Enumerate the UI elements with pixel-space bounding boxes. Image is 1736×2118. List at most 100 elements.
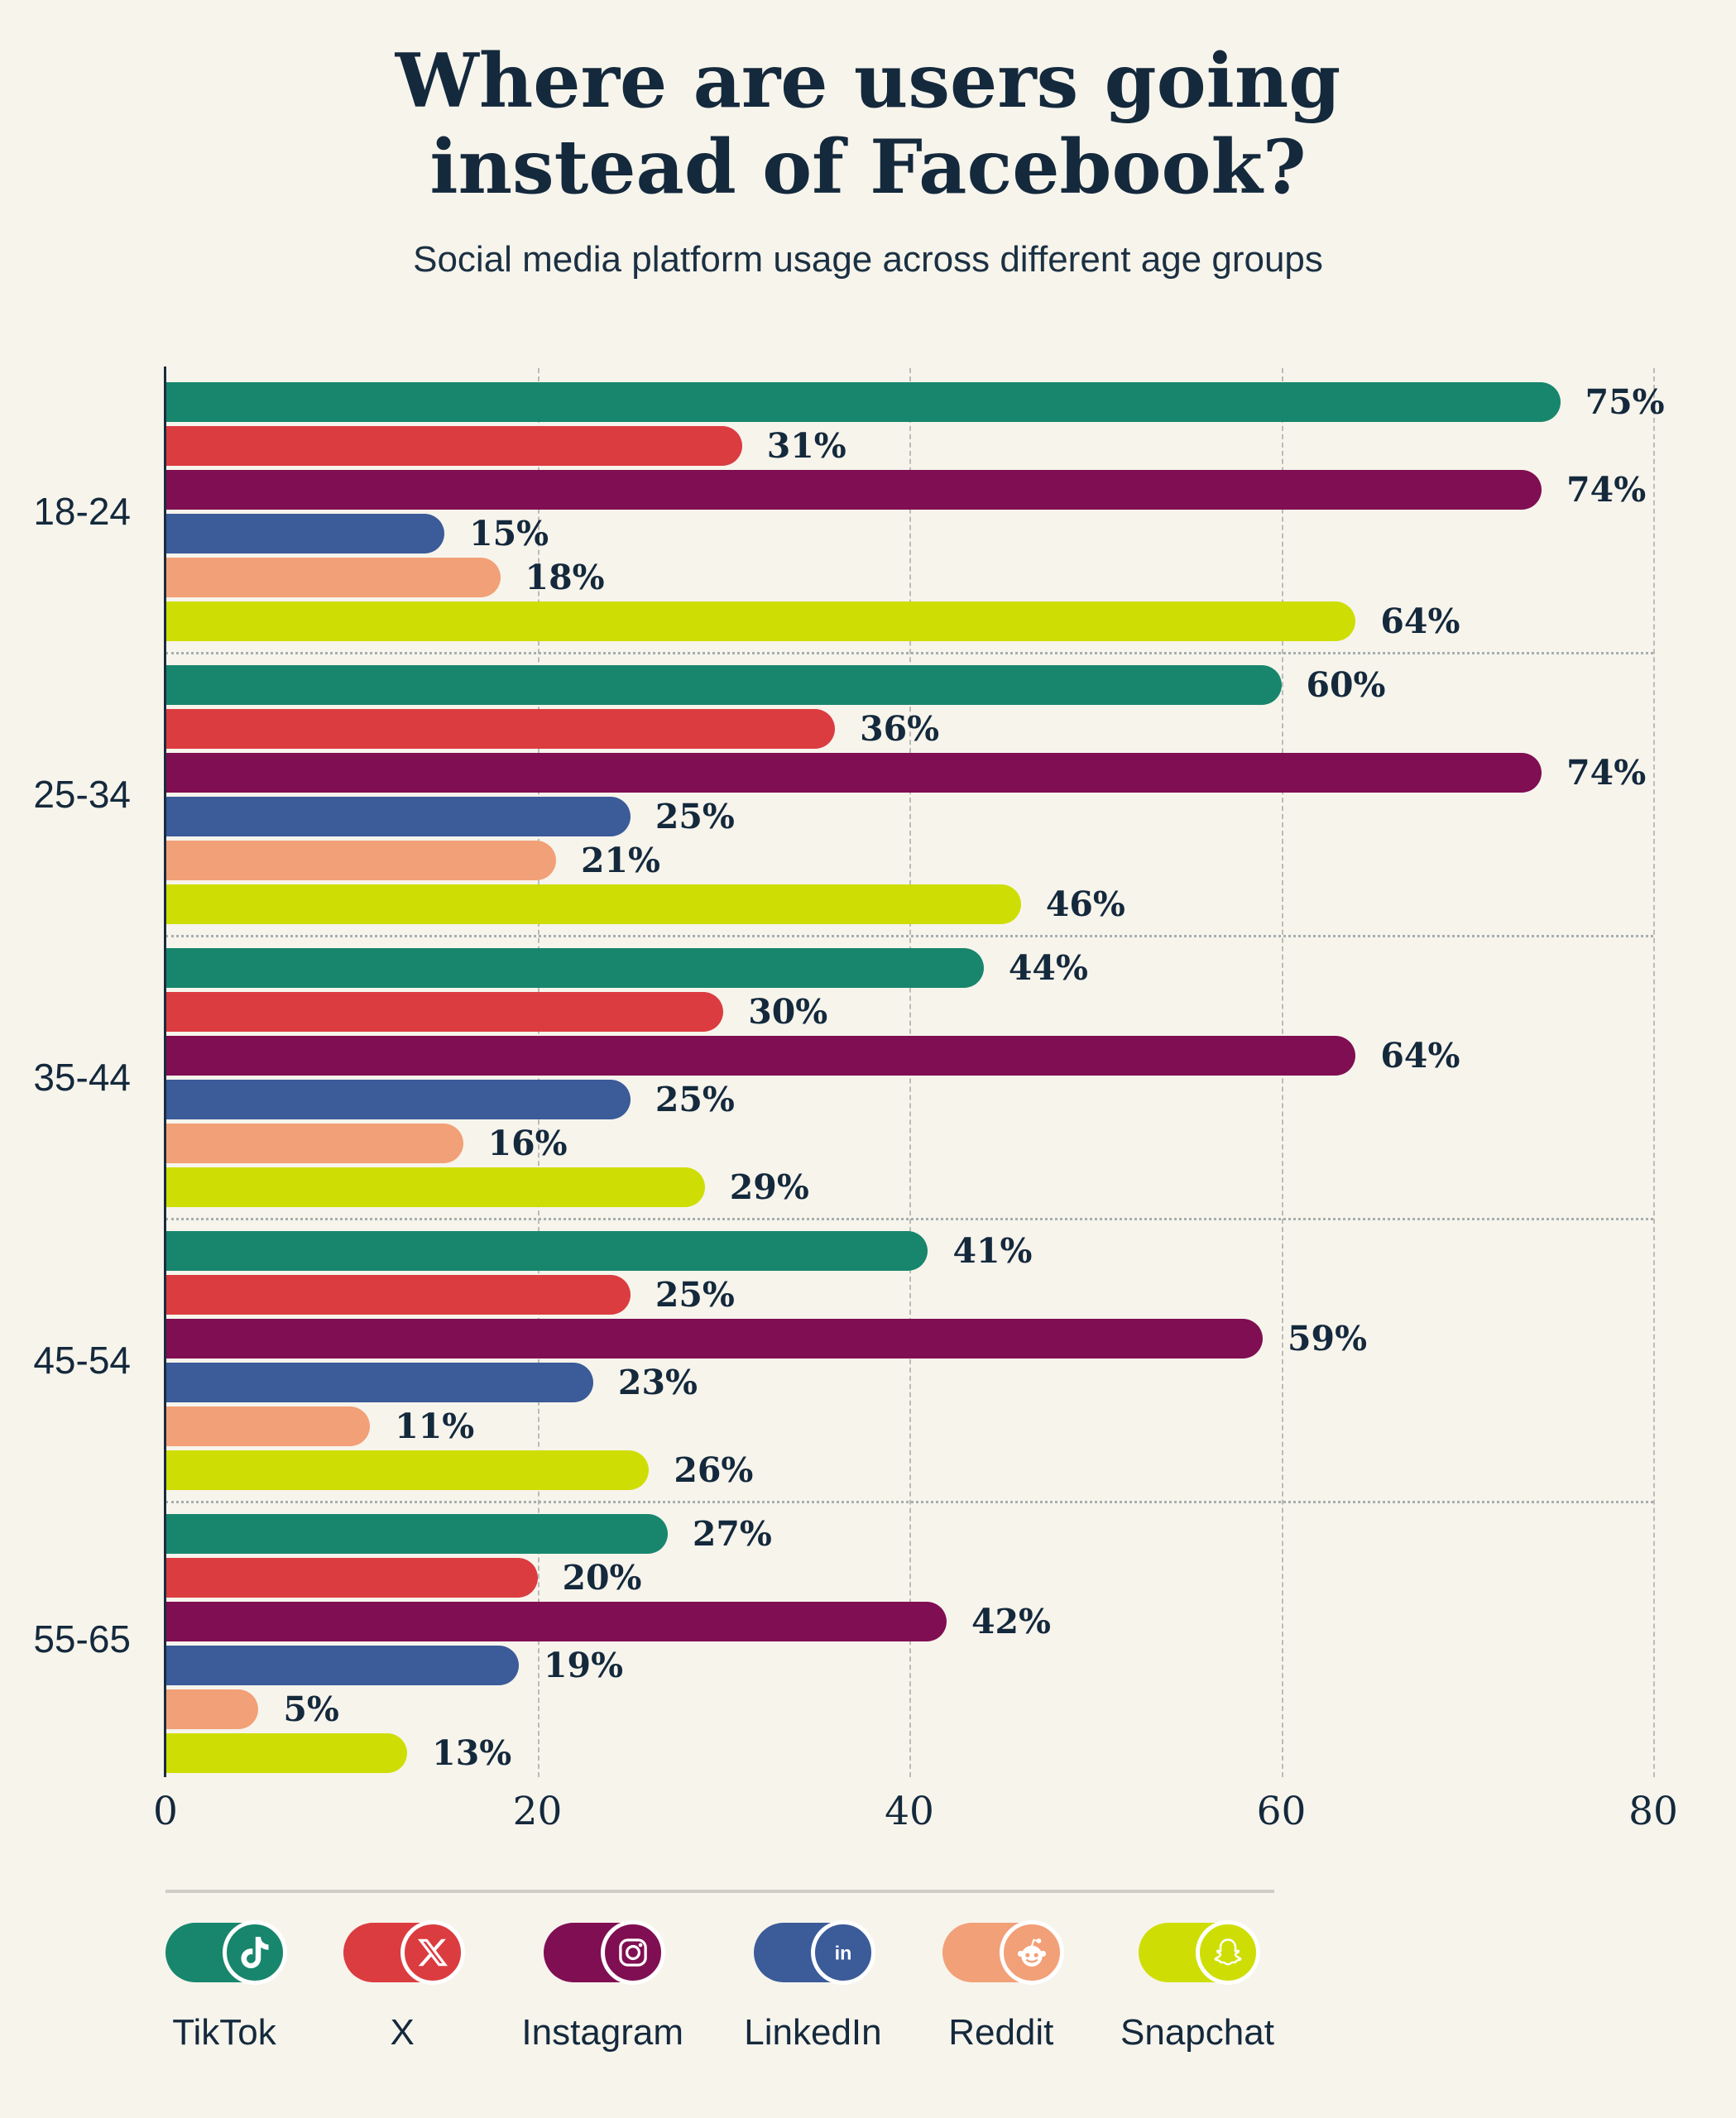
bar-row-instagram-35-44: 64% [165,1035,1653,1076]
bar-linkedin [165,513,445,553]
bar-x [165,425,742,466]
bar-instagram [165,1318,1264,1358]
bar-value-label: 64% [1380,1035,1460,1076]
y-axis-label: 35-44 [33,1056,131,1100]
bar-reddit [165,1406,371,1446]
y-axis-label: 25-34 [33,773,131,817]
bar-value-label: 26% [674,1450,754,1490]
bar-instagram [165,1601,947,1641]
legend: TikTok X Instagram in LinkedIn Reddit Snapchat [165,1919,1274,2053]
bar-linkedin [165,1362,593,1402]
age-group-35-44: 35-44 44% 30% 64% 25% 16% 29% [33,937,1653,1220]
bar-row-linkedin-45-54: 23% [165,1362,1653,1402]
bar-value-label: 19% [544,1645,624,1685]
bar-row-snapchat-35-44: 29% [165,1167,1653,1207]
bar-reddit [165,1689,259,1729]
instagram-icon [544,1919,666,1985]
snapchat-icon [1138,1919,1260,1985]
bar-x [165,1274,631,1315]
bar-snapchat [165,1732,408,1773]
legend-label-linkedin: LinkedIn [744,2011,882,2053]
legend-label-instagram: Instagram [521,2011,684,2053]
bar-row-x-35-44: 30% [165,991,1653,1032]
x-tick-20: 20 [512,1788,563,1834]
bar-value-label: 36% [860,708,940,749]
bar-value-label: 59% [1288,1318,1368,1358]
legend-item-reddit: Reddit [942,1919,1064,2053]
bar-row-x-55-65: 20% [165,1557,1653,1598]
x-axis: 0 20 40 60 80 [153,1788,1678,1843]
bar-snapchat [165,601,1356,641]
snapchat-icon-badge [1195,1919,1260,1985]
legend-divider [165,1889,1274,1893]
bar-instagram [165,752,1542,793]
bar-x [165,991,724,1032]
bar-snapchat [165,1450,650,1490]
chart-title: Where are users going instead of Faceboo… [395,37,1341,212]
bar-row-instagram-25-34: 74% [165,752,1653,793]
legend-item-linkedin: in LinkedIn [744,1919,882,2053]
bar-value-label: 64% [1380,601,1460,641]
bar-value-label: 29% [729,1167,809,1207]
legend-item-tiktok: TikTok [165,1919,287,2053]
bar-reddit [165,1123,463,1163]
instagram-icon-badge [601,1919,666,1985]
bar-row-instagram-55-65: 42% [165,1601,1653,1641]
bar-snapchat [165,1167,705,1207]
chart-subtitle: Social media platform usage across diffe… [413,238,1323,280]
bar-value-label: 21% [580,840,660,880]
bar-row-linkedin-25-34: 25% [165,796,1653,836]
bar-row-reddit-18-24: 18% [165,557,1653,597]
x-icon-badge [400,1919,466,1985]
linkedin-icon: in [754,1919,876,1985]
bar-value-label: 60% [1306,664,1386,705]
y-axis-label: 18-24 [33,490,131,534]
bar-value-label: 75% [1585,381,1665,422]
bar-value-label: 25% [655,1274,735,1315]
bar-reddit [165,557,501,597]
bar-value-label: 25% [655,1079,735,1119]
bar-row-instagram-45-54: 59% [165,1318,1653,1358]
x-tick-80: 80 [1628,1788,1678,1834]
bar-value-label: 74% [1566,469,1647,510]
y-axis-label: 55-65 [33,1617,131,1661]
bar-row-x-45-54: 25% [165,1274,1653,1315]
legend-label-reddit: Reddit [948,2011,1054,2053]
bar-reddit [165,840,556,880]
age-group-45-54: 45-54 41% 25% 59% 23% 11% 26% [33,1220,1653,1503]
bar-row-snapchat-45-54: 26% [165,1450,1653,1490]
bar-value-label: 13% [432,1732,512,1773]
bar-row-tiktok-45-54: 41% [165,1230,1653,1271]
x-tick-0: 0 [153,1788,178,1834]
bar-value-label: 42% [971,1601,1051,1641]
bar-row-tiktok-55-65: 27% [165,1513,1653,1554]
bar-tiktok [165,947,984,988]
bar-value-label: 16% [487,1123,568,1163]
bar-row-tiktok-18-24: 75% [165,381,1665,422]
bar-row-reddit-45-54: 11% [165,1406,1653,1446]
bar-row-reddit-55-65: 5% [165,1689,1653,1729]
bar-row-linkedin-55-65: 19% [165,1645,1653,1685]
reddit-icon-badge [999,1919,1064,1985]
bar-value-label: 5% [283,1689,339,1729]
bar-value-label: 41% [952,1230,1033,1271]
bar-row-linkedin-35-44: 25% [165,1079,1653,1119]
bar-value-label: 20% [562,1557,642,1598]
bar-linkedin [165,1645,520,1685]
bar-tiktok [165,1513,668,1554]
bar-x [165,708,836,749]
tiktok-icon-badge [223,1919,287,1985]
age-group-18-24: 18-24 75% 31% 74% 15% 18% 64% [33,371,1665,654]
age-group-55-65: 55-65 27% 20% 42% 19% 5% 13% [33,1503,1653,1775]
bar-row-reddit-35-44: 16% [165,1123,1653,1163]
bar-linkedin [165,1079,631,1119]
x-tick-60: 60 [1256,1788,1307,1834]
bar-instagram [165,1035,1356,1076]
bar-value-label: 31% [766,425,846,466]
bar-value-label: 18% [525,557,605,597]
plot-area: 18-24 75% 31% 74% 15% 18% 64% 25-34 60% 36% 74% 25%… [33,366,1665,1777]
bar-row-x-25-34: 36% [165,708,1653,749]
bar-tiktok [165,381,1561,422]
gridline-80 [1653,367,1655,1777]
